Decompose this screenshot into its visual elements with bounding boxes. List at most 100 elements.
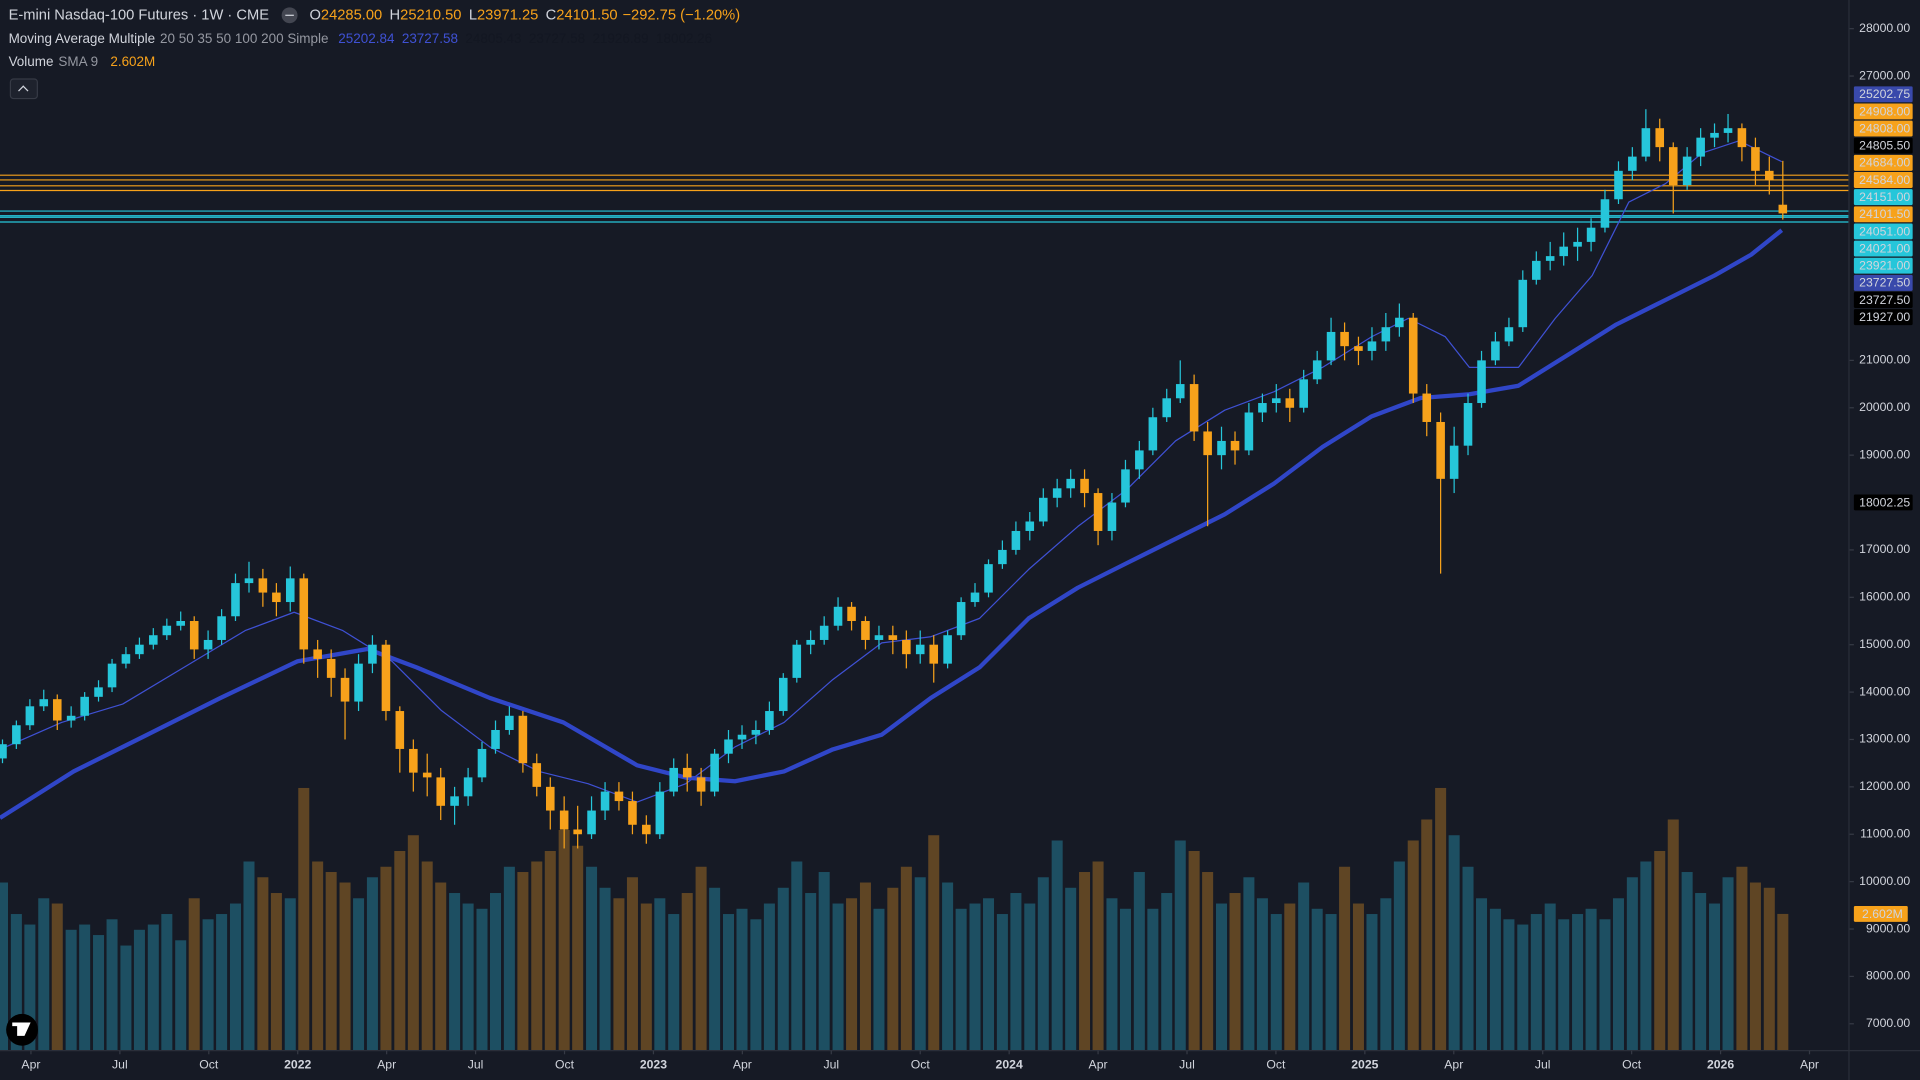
volume-bar — [216, 914, 228, 1051]
candle-body — [724, 739, 733, 754]
candle-body — [614, 791, 624, 802]
volume-bar — [339, 882, 351, 1051]
ma-value: 18002.26 — [655, 31, 713, 47]
volume-tag — [1853, 905, 1908, 922]
volume-bar — [613, 898, 625, 1051]
ohlc-values: O24285.00 H25210.50 L23971.25 C24101.50 — [309, 6, 617, 23]
volume-bar — [257, 877, 269, 1051]
candle-body — [491, 729, 500, 749]
candle-body — [819, 625, 829, 640]
candle-body — [1422, 393, 1432, 422]
volume-bar — [133, 929, 145, 1051]
volume-bar — [887, 887, 899, 1051]
candle-body — [1737, 128, 1747, 148]
volume-bar — [1763, 887, 1775, 1051]
volume-bar — [722, 914, 735, 1051]
candle-body — [1518, 279, 1528, 328]
candle-body — [1710, 132, 1719, 138]
candle-body — [1628, 156, 1637, 171]
candle-body — [1312, 360, 1322, 380]
volume-bar — [1599, 919, 1611, 1051]
price-tag — [1853, 120, 1913, 137]
ohlc-label: C — [545, 6, 557, 24]
candle-body — [1765, 170, 1774, 181]
volume-bar — [1544, 903, 1556, 1051]
volume-bar — [517, 872, 529, 1051]
candle-body — [94, 687, 103, 697]
y-tick-label: 9000.00 — [1866, 921, 1910, 935]
price-tag-label: 24151.00 — [1859, 190, 1910, 204]
volume-bar — [284, 898, 296, 1051]
volume-bar — [1530, 914, 1542, 1051]
x-tick-label: Apr — [1800, 1058, 1819, 1072]
volume-bar — [695, 866, 707, 1051]
volume-bar — [1585, 908, 1597, 1051]
candle-body — [874, 635, 884, 640]
candle-body — [847, 606, 856, 622]
hide-button[interactable] — [281, 6, 298, 23]
y-tick-label: 7000.00 — [1866, 1016, 1910, 1030]
candle-body — [1504, 327, 1514, 342]
volume-bar — [489, 893, 502, 1051]
x-tick-label: Jul — [112, 1058, 128, 1072]
candle-body — [1189, 384, 1199, 432]
volume-bar — [531, 861, 543, 1051]
candle-body — [1723, 128, 1733, 133]
volume-bar — [1681, 872, 1693, 1051]
volume-bar — [1229, 893, 1241, 1051]
candle-body — [943, 635, 952, 664]
candle-body — [655, 791, 665, 835]
volume-bar — [983, 898, 995, 1051]
price-tag-label: 24684.00 — [1859, 156, 1910, 170]
volume-params: SMA 9 — [58, 55, 99, 70]
price-tag — [1853, 292, 1913, 308]
volume-bar — [1654, 850, 1666, 1051]
volume-bar — [24, 924, 36, 1051]
candle-body — [1066, 478, 1075, 489]
candle-body — [792, 644, 802, 678]
candle-body — [107, 663, 117, 688]
volume-bar — [1339, 866, 1351, 1051]
volume-name[interactable]: Volume — [8, 55, 54, 70]
volume-bar — [777, 887, 789, 1051]
symbol-title[interactable]: E-mini Nasdaq-100 Futures · 1W · CME — [8, 6, 270, 24]
volume-bar — [1311, 908, 1323, 1051]
price-tag-label: 23921.00 — [1859, 259, 1910, 273]
volume-bar — [202, 919, 214, 1051]
collapse-legend-button[interactable] — [9, 78, 38, 100]
ohlc-label: L — [468, 6, 478, 24]
ma-legend: Moving Average Multiple 20 50 35 50 100 … — [9, 32, 713, 47]
ma-name[interactable]: Moving Average Multiple — [8, 31, 156, 47]
volume-bar — [1612, 898, 1624, 1051]
x-tick-label: 2022 — [284, 1058, 311, 1072]
volume-bar — [1256, 898, 1268, 1051]
ohlc-value: 25210.50 — [400, 6, 462, 24]
candle-body — [1573, 241, 1582, 247]
x-tick-label: Apr — [377, 1058, 396, 1072]
candle-body — [1381, 327, 1391, 342]
x-tick-label: Apr — [1444, 1058, 1463, 1072]
volume-bar — [805, 893, 817, 1051]
volume-bar — [147, 924, 159, 1051]
ma-value: 23727.58 — [401, 31, 459, 47]
candle-body — [1559, 246, 1568, 257]
x-tick-label: Oct — [911, 1058, 931, 1072]
candle-body — [1600, 199, 1610, 228]
volume-bar — [544, 850, 556, 1051]
volume-bar — [1749, 882, 1761, 1051]
candle-body — [1285, 398, 1295, 408]
candle-body — [628, 801, 637, 825]
candle-body — [518, 715, 528, 764]
volume-bar — [1572, 914, 1584, 1051]
candle-body — [532, 763, 542, 787]
volume-bar — [1325, 914, 1337, 1051]
volume-bar — [243, 861, 255, 1051]
volume-bar — [1462, 866, 1474, 1051]
candle-body — [477, 748, 487, 778]
candle-body — [600, 791, 610, 811]
volume-bar — [1366, 914, 1378, 1051]
volume-bar — [832, 903, 844, 1051]
candle-body — [587, 810, 596, 835]
x-tick-label: Apr — [21, 1058, 40, 1072]
